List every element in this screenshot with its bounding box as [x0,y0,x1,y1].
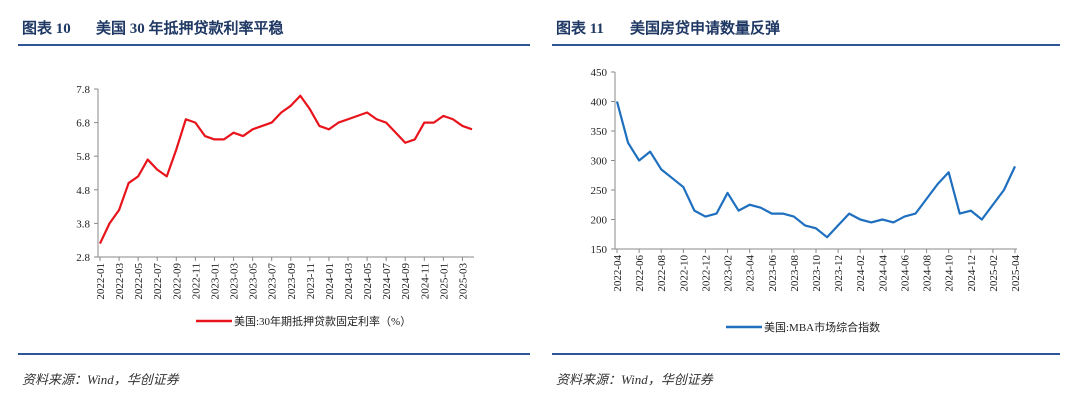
x-tick-label: 2024-12 [966,255,978,292]
x-tick-label: 2025-01 [438,263,450,300]
x-tick-label: 2025-02 [988,255,1000,292]
x-tick-label: 2023-11 [305,263,317,299]
x-tick-label: 2022-05 [133,263,145,300]
x-tick-label: 2023-10 [811,255,823,292]
y-tick-label: 2.8 [76,252,90,264]
figure-label: 图表 10 [22,19,71,37]
y-tick-label: 5.8 [76,151,90,163]
x-tick-label: 2023-01 [209,263,221,300]
x-tick-label: 2024-03 [343,263,355,300]
x-tick-label: 2022-12 [700,255,712,292]
legend-label: 美国:30年期抵押贷款固定利率（%） [234,314,411,328]
chart-title: 美国房贷申请数量反弹 [630,19,780,37]
x-tick-label: 2022-07 [152,263,164,300]
figure-label: 图表 11 [556,19,604,37]
x-tick-label: 2022-08 [656,255,668,292]
x-tick-label: 2023-06 [767,255,779,292]
source-note: 资料来源：Wind，华创证券 [22,372,180,387]
x-tick-label: 2022-06 [634,255,646,292]
x-tick-label: 2025-03 [457,263,469,300]
x-tick-label: 2022-03 [114,263,126,300]
x-tick-label: 2024-04 [877,255,889,292]
x-tick-label: 2023-12 [833,255,845,292]
data-line [99,94,473,245]
x-tick-label: 2023-02 [723,255,735,292]
x-tick-label: 2024-05 [362,263,374,300]
y-tick-label: 200 [591,215,608,227]
x-tick-label: 2024-11 [419,263,431,299]
x-tick-label: 2024-10 [944,255,956,292]
chart-title: 美国 30 年抵押贷款利率平稳 [96,19,284,37]
x-tick-label: 2024-09 [400,263,412,300]
y-tick-label: 250 [591,185,608,197]
y-tick-label: 4.8 [76,185,90,197]
x-tick-label: 2022-10 [678,255,690,292]
x-tick-label: 2023-03 [229,263,241,300]
x-tick-label: 2024-02 [855,255,867,292]
y-tick-label: 350 [591,126,608,138]
x-tick-label: 2022-11 [190,263,202,299]
x-tick-label: 2025-04 [1010,255,1022,292]
x-tick-label: 2024-06 [899,255,911,292]
x-tick-label: 2024-07 [381,263,393,300]
y-tick-label: 400 [591,97,608,109]
x-tick-label: 2024-01 [324,263,336,300]
y-tick-label: 6.8 [76,118,90,130]
x-tick-label: 2023-08 [789,255,801,292]
x-tick-label: 2024-08 [922,255,934,292]
legend-label: 美国:MBA市场综合指数 [764,320,880,334]
source-note: 资料来源：Wind，华创证券 [556,372,714,387]
y-tick-label: 300 [591,156,608,168]
x-tick-label: 2023-04 [745,255,757,292]
x-tick-label: 2022-01 [95,263,107,300]
y-tick-label: 150 [591,244,608,256]
x-tick-label: 2022-04 [612,255,624,292]
y-tick-label: 450 [591,67,608,79]
y-tick-label: 7.8 [76,84,90,96]
data-line [615,101,1016,239]
x-tick-label: 2023-07 [267,263,279,300]
x-tick-label: 2022-09 [171,263,183,300]
x-tick-label: 2023-09 [286,263,298,300]
y-tick-label: 3.8 [76,218,90,230]
x-tick-label: 2023-05 [248,263,260,300]
